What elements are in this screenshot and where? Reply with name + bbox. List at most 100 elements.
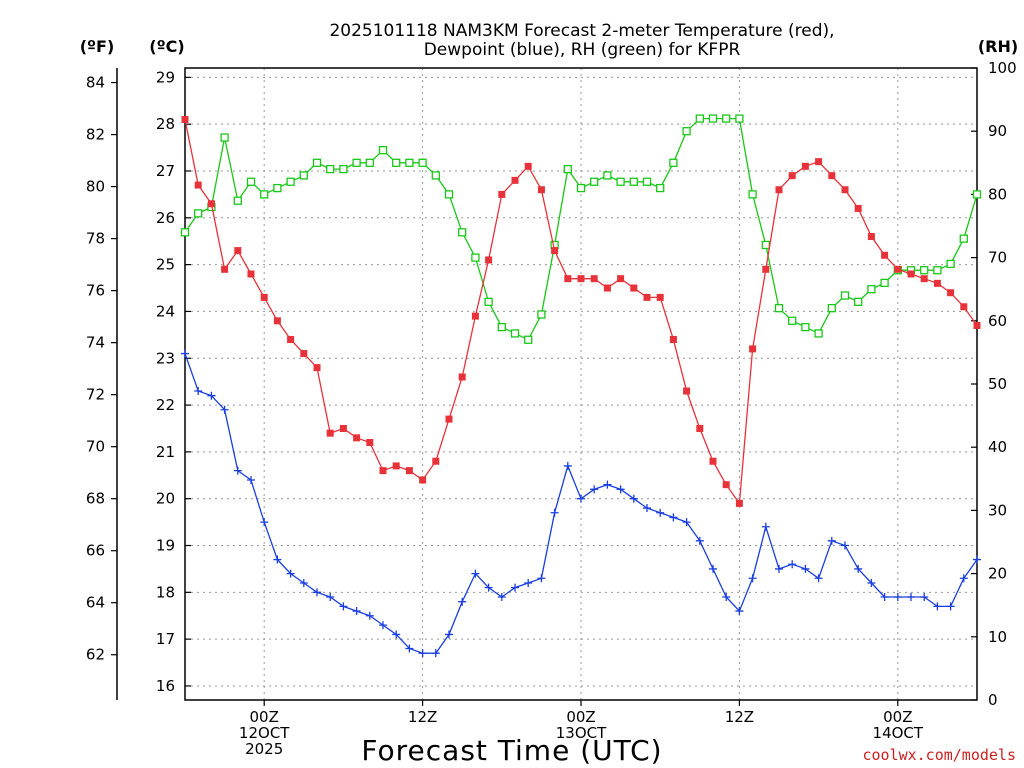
temperature-point xyxy=(630,284,638,292)
celsius-tick-label: 16 xyxy=(156,677,175,695)
time-tick-label: 00Z xyxy=(250,708,279,726)
celsius-tick-label: 27 xyxy=(156,162,175,180)
fahrenheit-tick-label: 78 xyxy=(86,230,105,248)
chart-title-line1: 2025101118 NAM3KM Forecast 2-meter Tempe… xyxy=(329,21,834,41)
dewpoint-point xyxy=(973,555,981,564)
time-tick-label: 00Z xyxy=(883,708,912,726)
dewpoint-point xyxy=(339,602,348,611)
dewpoint-point xyxy=(365,611,374,620)
temperature-point xyxy=(273,317,281,325)
dewpoint-point xyxy=(603,480,612,489)
temperature-series xyxy=(181,115,981,507)
fahrenheit-tick-label: 72 xyxy=(86,386,105,404)
rh-point xyxy=(576,183,586,193)
rh-point xyxy=(695,114,704,123)
dewpoint-series xyxy=(181,349,981,658)
time-tick-label: 13OCT xyxy=(556,724,607,742)
dewpoint-point xyxy=(722,593,731,602)
temperature-point xyxy=(603,284,611,292)
plot-area-frame xyxy=(184,67,978,701)
temperature-point xyxy=(960,303,968,311)
dewpoint-point xyxy=(445,630,453,639)
rh-tick-label: 0 xyxy=(988,691,998,709)
rh-point xyxy=(431,171,440,180)
temperature-point xyxy=(709,457,717,465)
rh-point xyxy=(933,266,942,275)
rh-point xyxy=(273,183,282,193)
dewpoint-point xyxy=(841,541,849,550)
temperature-point xyxy=(867,233,875,241)
temperature-point xyxy=(485,256,493,264)
temperature-point xyxy=(405,467,413,475)
rh-point xyxy=(194,209,203,218)
temperature-point xyxy=(300,350,308,358)
temperature-point xyxy=(207,200,215,208)
temperature-point xyxy=(471,312,479,320)
dewpoint-point xyxy=(247,475,255,484)
dewpoint-point xyxy=(788,560,797,569)
rh-point xyxy=(260,190,269,199)
rh-point xyxy=(510,329,520,338)
time-tick-label: 00Z xyxy=(566,708,595,726)
celsius-tick-label: 22 xyxy=(156,396,175,414)
rh-point xyxy=(418,158,427,167)
rh-point xyxy=(497,322,506,332)
rh-point xyxy=(405,158,414,167)
time-tick-label: 12Z xyxy=(408,708,437,726)
rh-tick-label: 30 xyxy=(988,501,1007,519)
rh-point xyxy=(656,183,665,193)
dewpoint-point xyxy=(194,387,203,396)
dewpoint-point xyxy=(405,644,414,653)
dewpoint-point xyxy=(458,597,467,606)
temperature-point xyxy=(445,415,453,423)
celsius-axis-ticks: 16 17 18 19 20 21 22 23 24 25 26 27 28 29 xyxy=(156,68,191,695)
dewpoint-point xyxy=(220,405,229,414)
dewpoint-point xyxy=(537,574,546,583)
temperature-point xyxy=(854,204,862,212)
dewpoint-point xyxy=(669,513,678,522)
rh-tick-label: 10 xyxy=(988,628,1007,646)
temperature-point xyxy=(683,387,691,395)
temperature-point xyxy=(841,186,849,194)
temperature-point xyxy=(432,457,440,465)
dewpoint-point xyxy=(299,578,308,587)
rh-point xyxy=(801,322,810,332)
rh-tick-label: 90 xyxy=(988,122,1007,140)
dewpoint-point xyxy=(867,578,876,587)
dewpoint-point xyxy=(352,607,361,616)
dewpoint-point xyxy=(563,461,572,470)
dewpoint-point xyxy=(524,578,533,587)
fahrenheit-unit-label: (ºF) xyxy=(80,37,115,56)
dewpoint-point xyxy=(827,536,836,545)
rh-point xyxy=(365,158,374,167)
dewpoint-point xyxy=(695,536,704,545)
temperature-point xyxy=(524,162,532,170)
dewpoint-point xyxy=(616,485,625,494)
rh-point xyxy=(458,228,467,237)
dewpoint-point xyxy=(233,466,242,475)
fahrenheit-tick-label: 70 xyxy=(86,438,105,456)
temperature-point xyxy=(194,181,202,189)
temperature-point xyxy=(287,336,295,344)
temperature-point xyxy=(379,467,387,475)
dewpoint-point xyxy=(682,518,691,527)
rh-point xyxy=(537,310,546,319)
dewpoint-point xyxy=(392,630,401,639)
temperature-point xyxy=(947,289,955,297)
rh-point xyxy=(299,171,308,180)
temperature-point xyxy=(973,321,981,329)
temperature-point xyxy=(366,439,374,447)
temperature-point xyxy=(762,265,770,273)
dewpoint-point xyxy=(880,593,889,602)
fahrenheit-tick-label: 76 xyxy=(86,282,105,300)
dewpoint-point xyxy=(933,602,942,611)
temperature-point xyxy=(656,293,664,301)
celsius-unit-label: (ºC) xyxy=(149,37,184,56)
dewpoint-point xyxy=(484,583,493,592)
dewpoint-point xyxy=(326,593,335,602)
temperature-point xyxy=(669,336,677,344)
dewpoint-point xyxy=(471,569,480,578)
rh-point xyxy=(972,190,982,199)
rh-point xyxy=(682,127,691,136)
